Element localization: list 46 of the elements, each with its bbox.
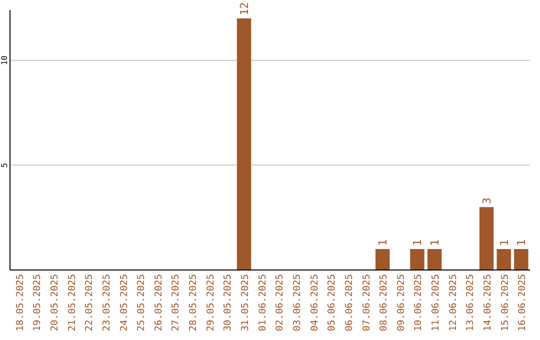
x-tick-label: 26.05.2025 bbox=[153, 274, 164, 332]
x-tick-label: 21.05.2025 bbox=[66, 274, 78, 332]
x-tick-label: 04.06.2025 bbox=[309, 274, 320, 332]
x-tick-label: 10.06.2025 bbox=[413, 274, 424, 332]
x-tick-label: 07.06.2025 bbox=[361, 274, 372, 332]
bar bbox=[496, 249, 511, 270]
x-tick-label: 08.06.2025 bbox=[378, 274, 390, 332]
x-tick-label: 28.05.2025 bbox=[188, 274, 200, 332]
x-tick-label: 23.05.2025 bbox=[101, 274, 112, 332]
x-tick-label: 30.05.2025 bbox=[222, 274, 234, 332]
x-tick-label: 18.05.2025 bbox=[14, 274, 26, 332]
x-tick-label: 01.06.2025 bbox=[257, 274, 268, 332]
y-tick-label: 10 bbox=[0, 55, 9, 66]
x-tick-label: 13.06.2025 bbox=[465, 274, 476, 332]
data-label: 1 bbox=[428, 239, 442, 246]
x-tick-label: 11.06.2025 bbox=[430, 274, 442, 332]
data-label: 12 bbox=[238, 2, 252, 16]
x-tick-label: 24.05.2025 bbox=[118, 274, 130, 332]
data-label: 3 bbox=[480, 197, 494, 204]
x-tick-label: 02.06.2025 bbox=[274, 274, 286, 332]
x-tick-label: 05.06.2025 bbox=[326, 274, 338, 332]
x-tick-label: 27.05.2025 bbox=[170, 274, 182, 332]
bar bbox=[375, 249, 390, 270]
x-tick-label: 29.05.2025 bbox=[205, 274, 216, 332]
x-tick-label: 09.06.2025 bbox=[396, 274, 407, 332]
bar bbox=[410, 249, 424, 270]
data-label: 1 bbox=[376, 239, 390, 246]
x-tick-label: 19.05.2025 bbox=[32, 274, 44, 332]
x-tick-label: 12.06.2025 bbox=[448, 274, 459, 332]
x-tick-label: 22.05.2025 bbox=[84, 274, 96, 332]
data-label: 1 bbox=[498, 239, 511, 246]
bar bbox=[479, 207, 494, 270]
x-tick-label: 31.05.2025 bbox=[240, 274, 252, 332]
x-tick-label: 20.05.2025 bbox=[49, 274, 60, 332]
x-tick-label: 06.06.2025 bbox=[344, 274, 355, 332]
data-label: 1 bbox=[515, 239, 528, 246]
data-label: 1 bbox=[411, 239, 424, 246]
x-tick-label: 16.06.2025 bbox=[517, 274, 528, 332]
bar bbox=[514, 249, 528, 270]
x-tick-label: 03.06.2025 bbox=[292, 274, 303, 332]
x-tick-label: 25.05.2025 bbox=[136, 274, 148, 332]
y-tick-label: 5 bbox=[0, 162, 9, 168]
bar bbox=[427, 249, 442, 270]
bar bbox=[236, 18, 252, 270]
x-tick-label: 15.06.2025 bbox=[500, 274, 511, 332]
x-tick-label: 14.06.2025 bbox=[482, 274, 494, 332]
